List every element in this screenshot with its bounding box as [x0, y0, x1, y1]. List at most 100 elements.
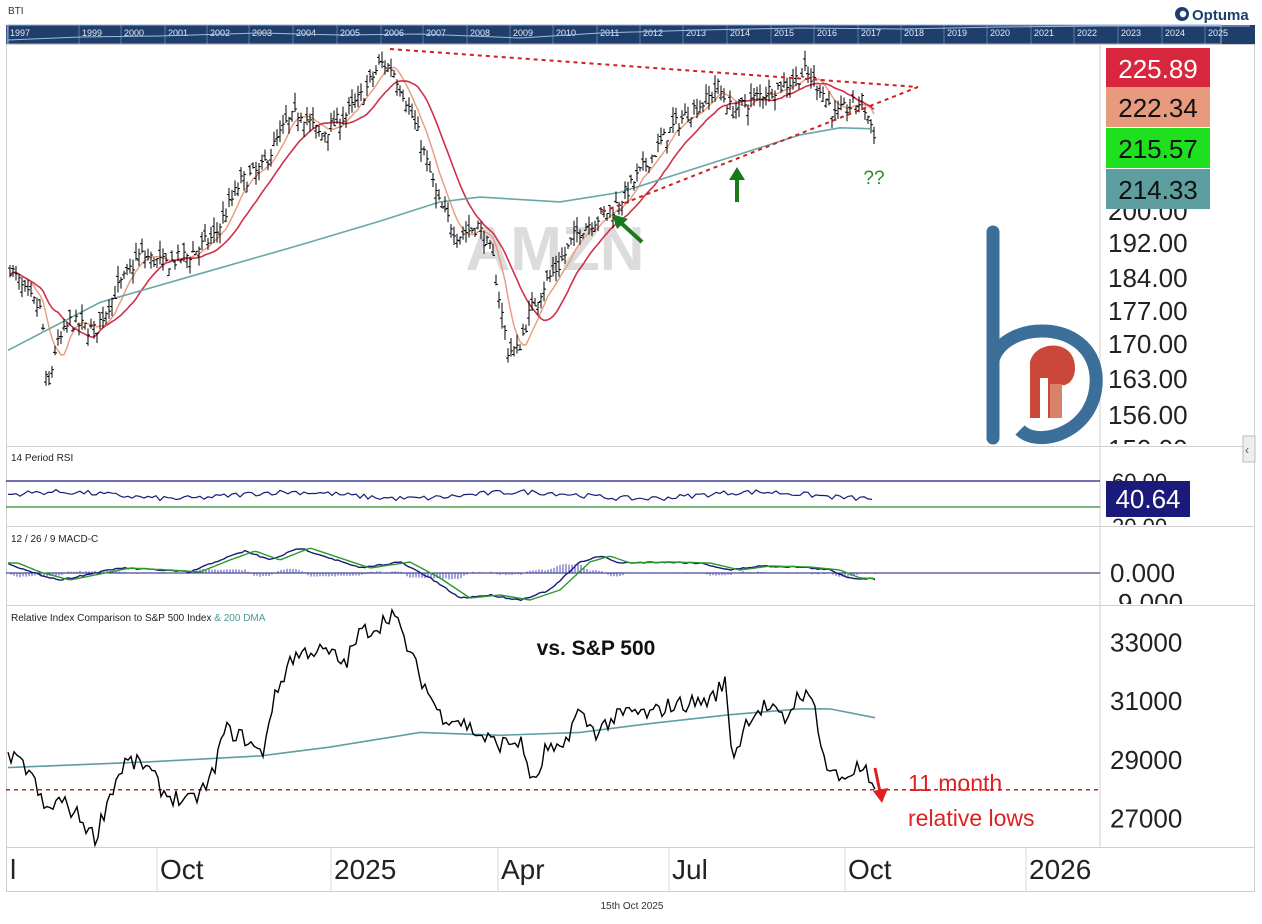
macd-signal-line: [8, 547, 876, 601]
price-bar: [263, 149, 267, 161]
rsi-tick: 20.00: [1112, 514, 1167, 539]
rsi-value: 40.64: [1115, 484, 1180, 514]
overview-year-label[interactable]: 2009: [513, 28, 533, 38]
overview-year-label[interactable]: 2001: [168, 28, 188, 38]
x-tick: Jul: [672, 854, 708, 885]
price-bar: [425, 150, 429, 172]
overview-year-label[interactable]: 1999: [82, 28, 102, 38]
price-bar: [38, 299, 42, 310]
overview-year-label[interactable]: 2012: [643, 28, 663, 38]
price-bar: [854, 105, 858, 115]
price-bar: [368, 69, 372, 83]
overview-year-label[interactable]: 2019: [947, 28, 967, 38]
price-bar: [365, 75, 369, 96]
overview-year-label[interactable]: 2021: [1034, 28, 1054, 38]
price-bar: [851, 90, 855, 103]
overview-year-label[interactable]: 2007: [426, 28, 446, 38]
price-bar: [572, 220, 576, 247]
relative-panel: Relative Index Comparison to S&P 500 Ind…: [6, 607, 1182, 848]
price-badge-ma200: 214.33: [1106, 169, 1210, 209]
price-bar: [257, 163, 261, 181]
overview-year-label[interactable]: 2018: [904, 28, 924, 38]
chevron-left-icon[interactable]: ‹: [1245, 443, 1249, 457]
price-bar: [434, 183, 438, 209]
price-bar: [611, 206, 615, 229]
arrow-down-icon: [873, 788, 888, 803]
price-tick: 150.00: [1108, 434, 1188, 464]
overview-year-label[interactable]: 2015: [774, 28, 794, 38]
price-bar: [689, 117, 693, 128]
price-bar: [623, 181, 627, 200]
price-bar: [398, 85, 402, 97]
price-bar: [818, 84, 822, 98]
price-bar: [95, 332, 99, 343]
overview-year-label[interactable]: 2025: [1208, 28, 1228, 38]
price-bar: [245, 181, 249, 193]
price-bar: [176, 244, 180, 262]
overview-year-label[interactable]: 2005: [340, 28, 360, 38]
price-bar: [26, 279, 30, 296]
price-bar: [791, 68, 795, 90]
overview-year-label[interactable]: 2020: [990, 28, 1010, 38]
price-bar: [500, 302, 504, 329]
overview-year-label[interactable]: 1997: [10, 28, 30, 38]
price-bar: [203, 223, 207, 243]
price-bar: [521, 323, 525, 336]
price-bar: [464, 221, 468, 243]
price-bar: [758, 84, 762, 107]
overview-year-label[interactable]: 2008: [470, 28, 490, 38]
price-bar: [374, 65, 378, 76]
price-bar: [515, 334, 519, 354]
price-bar: [167, 268, 171, 277]
collapse-handle[interactable]: ‹: [1242, 435, 1256, 463]
overview-year-label[interactable]: 2006: [384, 28, 404, 38]
price-bar: [461, 226, 465, 240]
price-bar: [437, 189, 441, 201]
overview-year-label[interactable]: 2000: [124, 28, 144, 38]
overview-year-label[interactable]: 2002: [210, 28, 230, 38]
price-bar: [287, 116, 291, 134]
price-bar: [131, 259, 135, 284]
price-bar: [872, 126, 876, 145]
overview-year-label[interactable]: 2013: [686, 28, 706, 38]
price-bar: [392, 69, 396, 78]
overview-year-label[interactable]: 2024: [1165, 28, 1185, 38]
price-bar: [206, 237, 210, 250]
relative-tick: 31000: [1110, 686, 1182, 716]
price-bar: [530, 292, 534, 312]
price-tick: 163.00: [1108, 364, 1188, 394]
relative-tick: 29000: [1110, 745, 1182, 775]
price-bar: [809, 68, 813, 89]
price-bar: [746, 104, 750, 126]
overview-year-label[interactable]: 2014: [730, 28, 750, 38]
overview-year-label[interactable]: 2004: [296, 28, 316, 38]
price-bar: [764, 86, 768, 106]
price-bar: [137, 248, 141, 266]
price-bar: [845, 104, 849, 122]
price-bar: [332, 110, 336, 127]
price-bar: [506, 348, 510, 363]
price-bar: [53, 345, 57, 356]
arrow-up-icon: [729, 167, 745, 180]
price-bar: [59, 331, 63, 344]
price-bar: [98, 311, 102, 329]
price-bar: [773, 90, 777, 111]
price-bar: [101, 306, 105, 328]
price-bar: [488, 240, 492, 249]
overview-strip[interactable]: [6, 25, 1255, 44]
overview-year-label[interactable]: 2017: [861, 28, 881, 38]
price-bar: [704, 84, 708, 105]
price-bar: [431, 172, 435, 187]
price-bar: [320, 132, 324, 141]
price-bar: [230, 189, 234, 206]
price-bar: [701, 102, 705, 112]
overview-year-label[interactable]: 2010: [556, 28, 576, 38]
overview-year-label[interactable]: 2022: [1077, 28, 1097, 38]
macd-tick: 9.000: [1118, 588, 1183, 618]
mid-ma-line: [9, 80, 875, 338]
overview-year-label[interactable]: 2016: [817, 28, 837, 38]
overview-year-label[interactable]: 2023: [1121, 28, 1141, 38]
support-trendline: [601, 86, 919, 213]
price-bar: [557, 251, 561, 277]
